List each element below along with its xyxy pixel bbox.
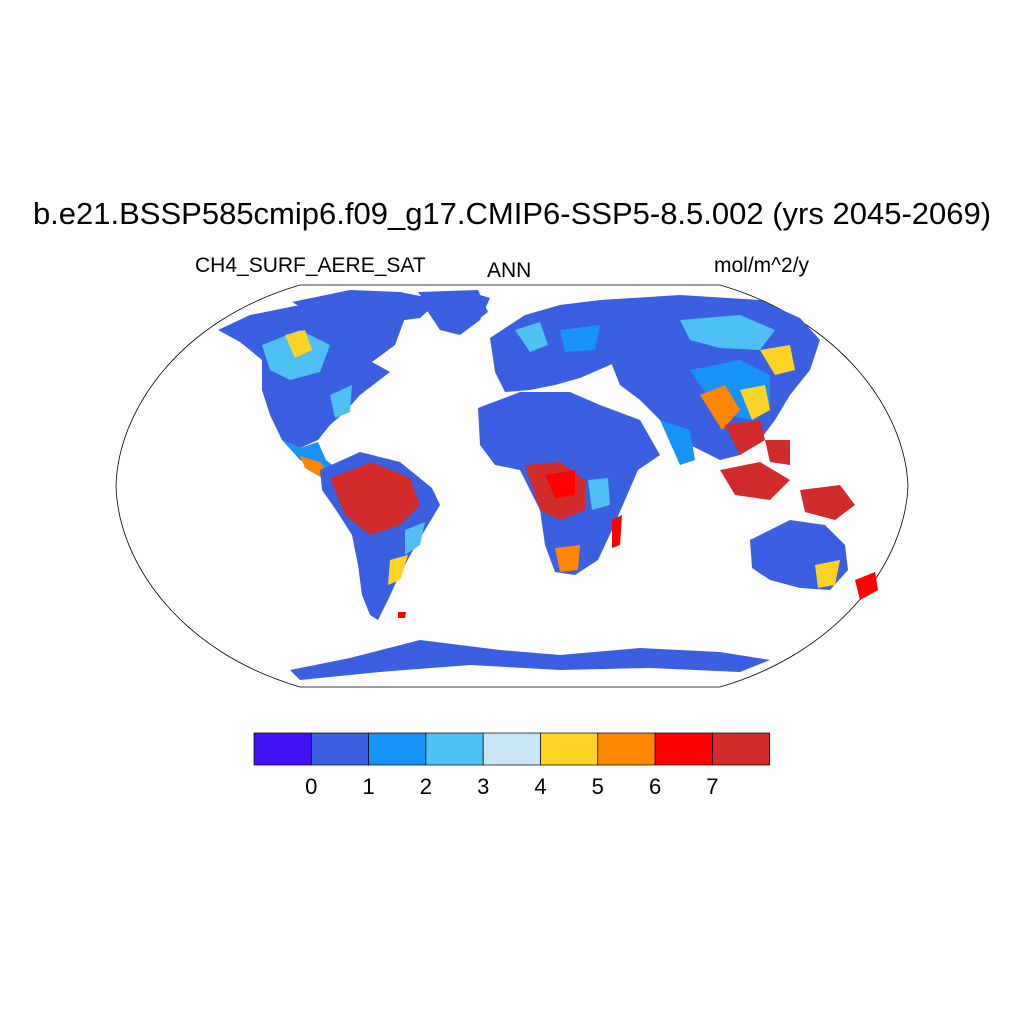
units-label: mol/m^2/y: [714, 254, 810, 277]
colorbar-box: [425, 732, 484, 766]
colorbar-tick-label: 6: [649, 774, 661, 799]
variable-name: CH4_SURF_AERE_SAT: [195, 254, 426, 277]
colorbar-box: [482, 732, 541, 766]
madagascar: [612, 515, 622, 548]
greenland: [420, 292, 490, 335]
maritime-southeast-asia: [720, 440, 855, 520]
asia: [600, 295, 820, 465]
colorbar-tick-label: 0: [305, 774, 317, 799]
colorbar-tick-label: 7: [706, 774, 718, 799]
antarctica: [290, 640, 770, 680]
colorbar-tick-label: 5: [592, 774, 604, 799]
new-zealand: [855, 572, 878, 600]
colorbar-tick-label: 4: [534, 774, 546, 799]
colorbar-box: [310, 732, 369, 766]
season-label: ANN: [487, 259, 532, 282]
plot-title: b.e21.BSSP585cmip6.f09_g17.CMIP6-SSP5-8.…: [32, 196, 992, 231]
south-america: [320, 452, 440, 620]
colorbar-tick-label: 2: [420, 774, 432, 799]
colorbar-box: [712, 732, 771, 766]
colorbar-box: [597, 732, 656, 766]
africa: [478, 392, 660, 575]
colorbar-box: [368, 732, 427, 766]
north-america: [218, 290, 488, 448]
colorbar-box: [540, 732, 599, 766]
australia: [750, 520, 848, 590]
colorbar-box: [253, 732, 312, 766]
colorbar-tick-label: 1: [362, 774, 374, 799]
colorbar-tick-label: 3: [477, 774, 489, 799]
colorbar-box: [654, 732, 713, 766]
